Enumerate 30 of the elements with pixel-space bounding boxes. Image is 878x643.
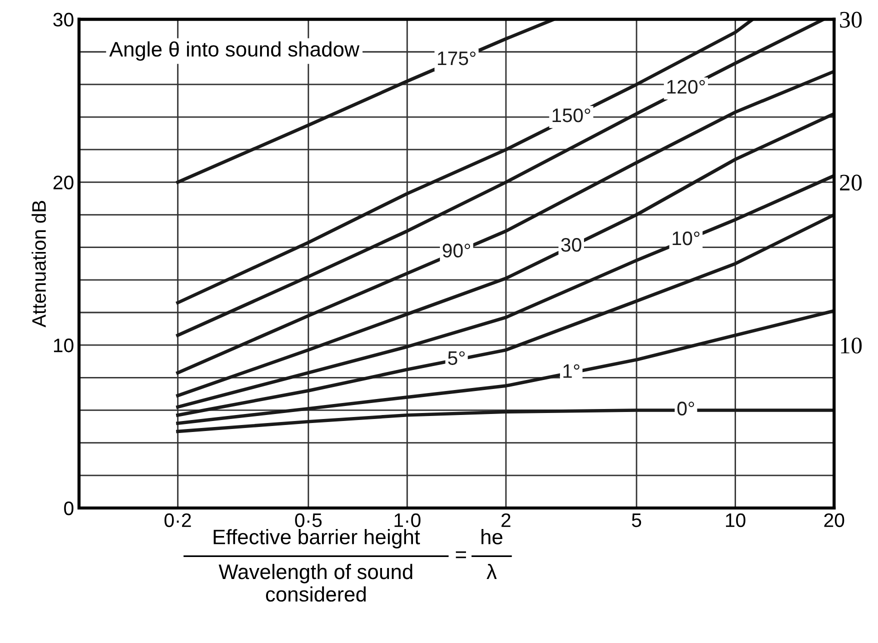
text: λ <box>486 564 497 580</box>
text: he <box>482 529 502 544</box>
series-label: 90° <box>442 244 470 258</box>
y2-tick-label: 30 <box>840 12 862 28</box>
y-axis-title: Attenuation dB <box>32 200 46 328</box>
y2-tick-label: 20 <box>840 174 862 191</box>
y-tick-label: 20 <box>54 176 74 190</box>
x-tick-label: 10 <box>726 513 746 528</box>
y2-tick-label: 10 <box>841 338 862 354</box>
x-axis-title: Effective barrier height <box>214 529 420 548</box>
series-label: 175° <box>438 51 476 66</box>
series-label: 5° <box>448 351 465 365</box>
series-label: 10° <box>672 231 700 246</box>
series-label: 30 <box>561 238 582 252</box>
y-tick-label: 0 <box>64 501 74 516</box>
y-tick-label: 10 <box>54 338 74 352</box>
x-tick-label: 5 <box>632 514 642 528</box>
y-tick-label: 30 <box>53 12 74 27</box>
x-tick-label: 0·5 <box>295 513 322 528</box>
series-label: 150° <box>552 108 590 122</box>
series-label: 120° <box>667 80 705 94</box>
x-tick-label: 0·2 <box>164 513 191 528</box>
series-label: 1° <box>563 364 580 378</box>
text: = <box>456 551 466 558</box>
x-tick-label: 2 <box>502 513 510 527</box>
text: Wavelength of sound considered <box>218 564 412 602</box>
series-label: 0° <box>677 402 694 416</box>
annotation: Angle θ into sound shadow <box>109 41 360 61</box>
x-tick-label: 20 <box>824 513 844 528</box>
x-tick-label: 1·0 <box>394 513 420 528</box>
